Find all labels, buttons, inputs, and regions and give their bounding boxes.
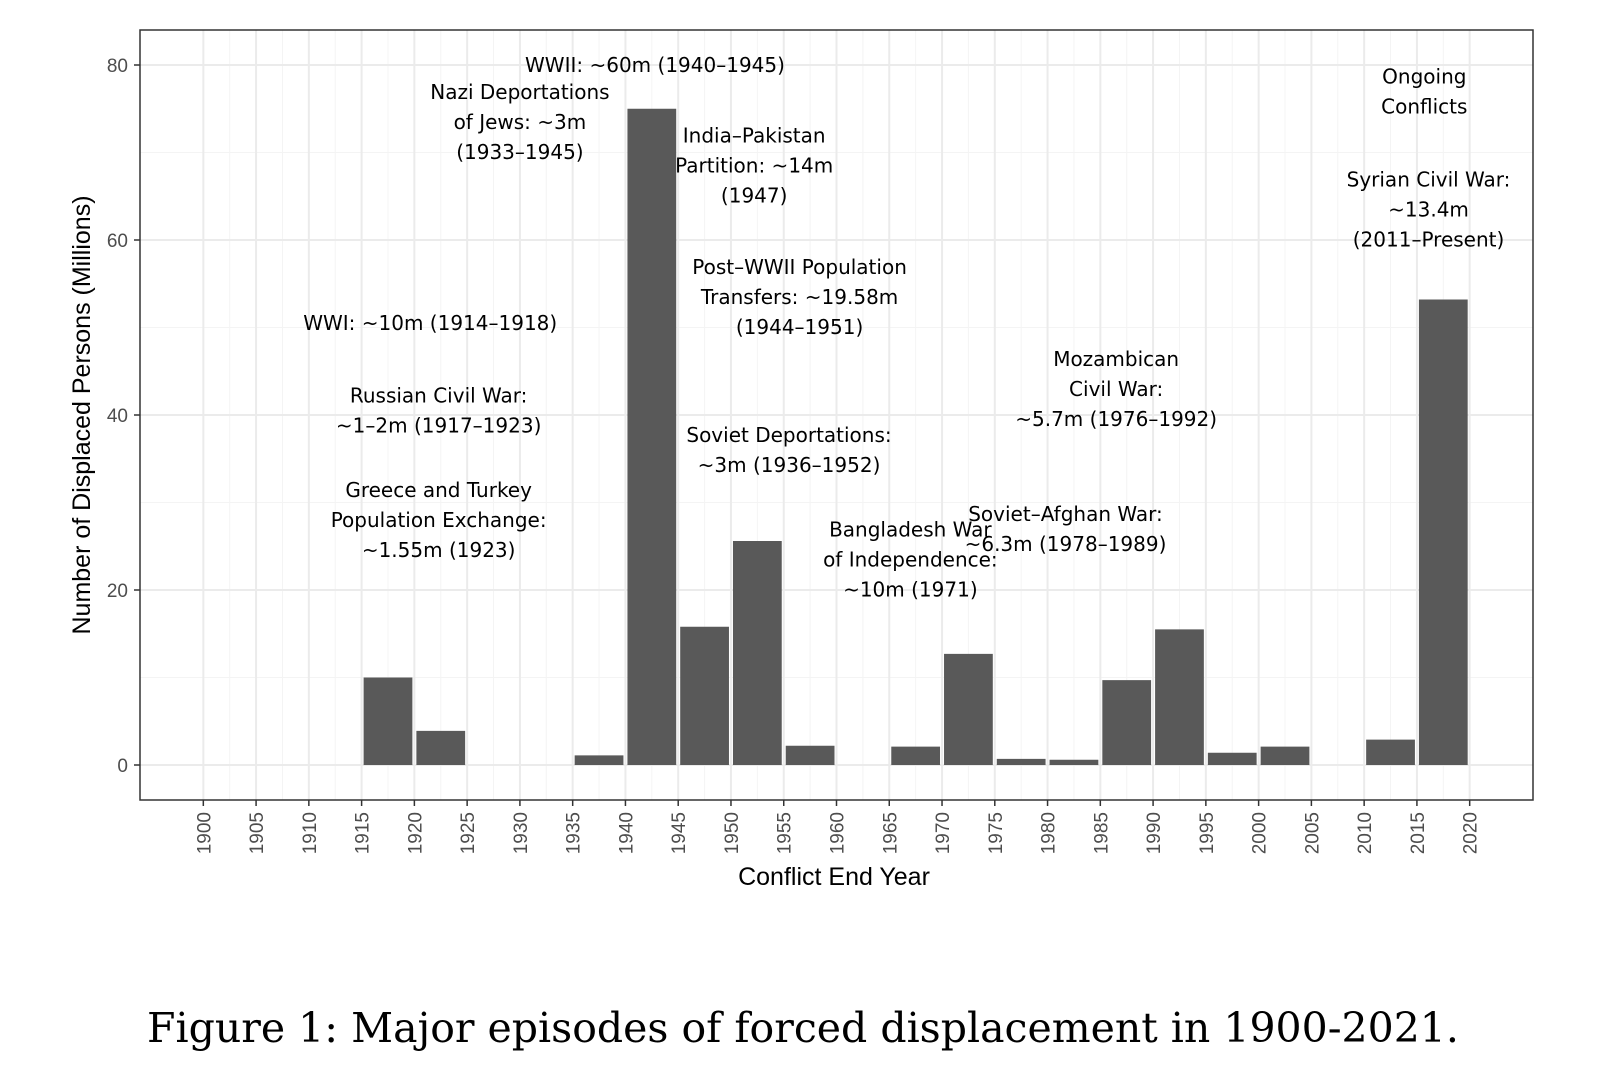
x-tick-label: 1930 <box>511 812 532 854</box>
x-axis: 1900 1905 1910 1915 1920 1925 1930 1935 1940 1945… <box>194 800 1482 854</box>
annotation-line: of Jews: ~3m <box>454 110 587 134</box>
annotation: WWII: ~60m (1940–1945) <box>525 53 785 77</box>
annotation-line: Conflicts <box>1381 94 1467 118</box>
x-tick-label: 1980 <box>1039 812 1060 854</box>
bar <box>785 745 835 765</box>
x-axis-title: Conflict End Year <box>738 863 930 891</box>
annotation-line: Greece and Turkey <box>345 478 532 502</box>
bar <box>574 755 624 765</box>
annotation-line: Bangladesh War <box>829 517 992 541</box>
x-tick-label: 1970 <box>933 812 954 854</box>
bar <box>1260 746 1310 765</box>
x-tick-label: 1905 <box>247 812 268 854</box>
x-tick-label: 1940 <box>616 812 637 854</box>
annotation: Russian Civil War: ~1–2m (1917–1923) <box>336 384 541 438</box>
x-tick-label: 1985 <box>1091 812 1112 854</box>
x-tick-label: 1990 <box>1144 812 1165 854</box>
x-tick-label: 2010 <box>1355 812 1376 854</box>
annotation: India–Pakistan Partition: ~14m (1947) <box>675 124 833 208</box>
x-tick-label: 1915 <box>353 812 374 854</box>
annotation: Post–WWII Population Transfers: ~19.58m (1… <box>692 255 907 339</box>
annotation-line: ~3m (1936–1952) <box>698 453 881 477</box>
bar <box>416 730 466 765</box>
annotation-line: Russian Civil War: <box>350 384 528 408</box>
bar <box>627 108 677 765</box>
annotations: WWI: ~10m (1914–1918) Russian Civil War: ~… <box>303 53 1510 601</box>
annotation: Soviet Deportations: ~3m (1936–1952) <box>686 423 891 477</box>
annotation-line: Partition: ~14m <box>675 154 833 178</box>
annotation-line: ~13.4m <box>1388 197 1469 221</box>
y-tick-label: 40 <box>107 406 128 427</box>
annotation-line: Transfers: ~19.58m <box>700 285 898 309</box>
annotation-line: Population Exchange: <box>331 508 547 532</box>
y-axis-title: Number of Displaced Persons (Millions) <box>68 195 96 634</box>
annotation-line: (1947) <box>721 184 788 208</box>
annotation-line: Mozambican <box>1053 347 1179 371</box>
annotation: Bangladesh War of Independence: ~10m (1971… <box>823 517 998 601</box>
annotation: Syrian Civil War: ~13.4m (2011–Present) <box>1347 167 1511 251</box>
bar <box>1155 629 1204 765</box>
annotation-line: Soviet Deportations: <box>686 423 891 447</box>
annotation: WWI: ~10m (1914–1918) <box>303 311 557 335</box>
annotation: Soviet–Afghan War: ~6.3m (1978–1989) <box>965 502 1167 556</box>
bar <box>1366 739 1415 765</box>
x-tick-label: 1965 <box>880 812 901 854</box>
annotation-line: (1944–1951) <box>736 315 863 339</box>
annotation-line: WWII: ~60m (1940–1945) <box>525 53 785 77</box>
x-tick-label: 1975 <box>986 812 1007 854</box>
annotation-line: WWI: ~10m (1914–1918) <box>303 311 557 335</box>
bar <box>1207 752 1257 765</box>
annotation-line: ~6.3m (1978–1989) <box>965 532 1167 556</box>
x-tick-label: 1920 <box>405 812 426 854</box>
annotation-line: India–Pakistan <box>683 124 826 148</box>
annotation: Mozambican Civil War: ~5.7m (1976–1992) <box>1015 347 1217 431</box>
x-tick-label: 1900 <box>194 812 215 854</box>
annotation-line: of Independence: <box>823 547 998 571</box>
annotation-line: (2011–Present) <box>1353 227 1505 251</box>
annotation-line: ~5.7m (1976–1992) <box>1015 407 1217 431</box>
x-tick-label: 2000 <box>1250 812 1271 854</box>
x-tick-label: 1960 <box>828 812 849 854</box>
annotation-line: Nazi Deportations <box>430 80 609 104</box>
x-tick-label: 1950 <box>722 812 743 854</box>
x-tick-label: 1945 <box>669 812 690 854</box>
x-tick-label: 1910 <box>300 812 321 854</box>
annotation: Greece and Turkey Population Exchange: ~1.… <box>331 478 547 562</box>
bar <box>1418 299 1468 765</box>
x-tick-label: 2005 <box>1302 812 1323 854</box>
annotation-line: (1933–1945) <box>456 140 583 164</box>
annotation-line: ~1.55m (1923) <box>362 538 516 562</box>
x-tick-label: 1925 <box>458 812 479 854</box>
annotation-line: Ongoing <box>1382 64 1466 88</box>
figure-caption: Figure 1: Major episodes of forced displ… <box>147 1004 1459 1052</box>
bar <box>944 653 993 765</box>
annotation-line: Syrian Civil War: <box>1347 167 1511 191</box>
bars <box>363 108 1468 765</box>
x-tick-label: 2015 <box>1408 812 1429 854</box>
bar <box>891 746 941 765</box>
y-axis: 0 20 40 60 80 <box>107 56 140 777</box>
bar <box>1049 759 1099 765</box>
annotation: Nazi Deportations of Jews: ~3m (1933–1945) <box>430 80 609 164</box>
bar <box>996 758 1046 765</box>
x-tick-label: 1955 <box>775 812 796 854</box>
annotation-line: ~1–2m (1917–1923) <box>336 414 541 438</box>
bar <box>680 626 729 765</box>
bar <box>1102 680 1152 765</box>
annotation-line: Post–WWII Population <box>692 255 907 279</box>
bar <box>363 677 413 765</box>
annotation-line: Civil War: <box>1069 377 1163 401</box>
y-tick-label: 20 <box>107 581 128 602</box>
y-tick-label: 60 <box>107 231 128 252</box>
x-tick-label: 1935 <box>564 812 585 854</box>
y-tick-label: 80 <box>107 56 128 77</box>
annotation-line: Soviet–Afghan War: <box>968 502 1163 526</box>
annotation-line: ~10m (1971) <box>843 577 978 601</box>
x-tick-label: 1995 <box>1197 812 1218 854</box>
bar <box>732 541 782 765</box>
y-tick-label: 0 <box>117 756 128 777</box>
x-tick-label: 2020 <box>1461 812 1482 854</box>
annotation: Ongoing Conflicts <box>1381 64 1467 118</box>
